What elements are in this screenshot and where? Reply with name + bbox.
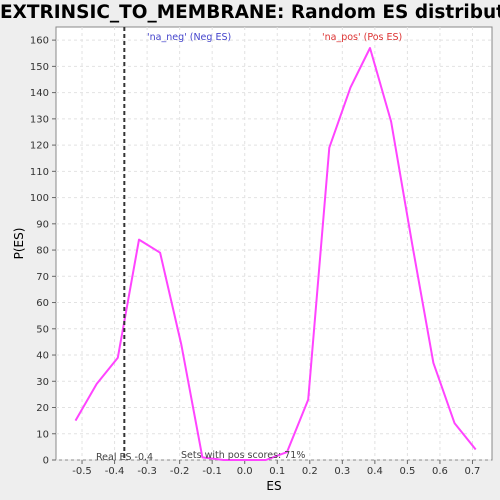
grid	[56, 27, 492, 461]
axes: 0 10 20 30 40 50 60 70 80 90 100 110 120 130 140 150 160…	[30, 36, 481, 477]
distribution-line	[74, 47, 477, 461]
x-tick-label: 0.5	[399, 466, 415, 477]
y-tick-label: 80	[36, 246, 49, 257]
series-layer	[74, 47, 477, 461]
x-tick-label: -0.2	[170, 466, 190, 477]
x-tick-label: 0.2	[302, 466, 318, 477]
y-tick-label: 0	[43, 456, 49, 467]
chart-title: EXTRINSIC_TO_MEMBRANE: Random ES distrib…	[0, 2, 500, 23]
x-tick-label: 0.6	[432, 466, 448, 477]
y-tick-label: 20	[36, 403, 49, 414]
y-tick-label: 130	[30, 114, 49, 125]
y-tick-label: 140	[30, 88, 49, 99]
y-tick-label: 110	[30, 167, 49, 178]
y-tick-label: 90	[36, 219, 49, 230]
pos-es-annotation: 'na_pos' (Pos ES)	[322, 32, 402, 43]
x-tick-label: 0.4	[367, 466, 383, 477]
plot-area	[55, 26, 493, 461]
x-tick-label: 0.0	[237, 466, 253, 477]
x-tick-label: -0.1	[202, 466, 222, 477]
y-tick-label: 120	[30, 141, 49, 152]
sets-pos-scores-annotation: Sets with pos scores: 71%	[181, 450, 305, 461]
y-tick-label: 50	[36, 324, 49, 335]
y-tick-label: 30	[36, 377, 49, 388]
x-tick-label: -0.5	[72, 466, 92, 477]
x-tick-label: -0.3	[137, 466, 157, 477]
x-tick-label: 0.1	[269, 466, 285, 477]
y-tick-label: 40	[36, 351, 49, 362]
y-tick-label: 10	[36, 429, 49, 440]
neg-es-annotation: 'na_neg' (Neg ES)	[147, 32, 231, 43]
y-tick-label: 150	[30, 62, 49, 73]
x-tick-label: 0.3	[334, 466, 350, 477]
y-tick-label: 160	[30, 36, 49, 47]
y-tick-label: 60	[36, 298, 49, 309]
real-es-annotation: Real ES -0.4	[96, 452, 153, 463]
y-axis-label: P(ES)	[12, 228, 26, 260]
y-tick-label: 70	[36, 272, 49, 283]
x-tick-label: -0.4	[105, 466, 125, 477]
y-tick-label: 100	[30, 193, 49, 204]
x-tick-label: 0.7	[465, 466, 481, 477]
x-axis-label: ES	[266, 479, 281, 493]
